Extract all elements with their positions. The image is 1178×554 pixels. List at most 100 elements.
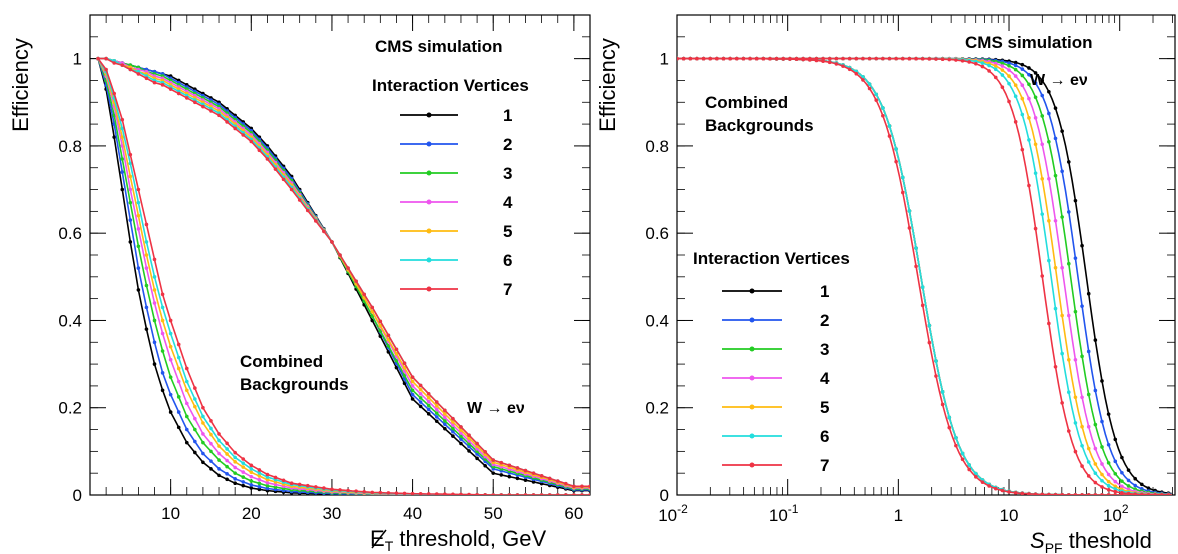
right-series-7-point — [1060, 401, 1064, 405]
right-series-7-point — [940, 402, 945, 407]
right-series-5-point — [1086, 446, 1091, 451]
left-series-7-point — [418, 492, 423, 495]
left-series-7-point — [483, 450, 487, 454]
right-series-3-point — [1007, 63, 1011, 68]
left-series-5-point — [168, 344, 173, 349]
left-series-5-point — [241, 465, 246, 469]
right-series-7-point — [1066, 493, 1071, 495]
right-series-3-point — [1033, 95, 1038, 100]
right-series-4-point — [1047, 176, 1051, 181]
right-series-5-point — [1027, 116, 1031, 120]
right-series-5-point — [1060, 313, 1064, 318]
right-series-7-point — [788, 56, 792, 61]
right-series-6-point — [894, 147, 898, 151]
right-y-tick-label: 1 — [660, 50, 669, 69]
left-series-7-point — [555, 479, 560, 483]
right-series-7-point — [1047, 492, 1051, 495]
left-series-7-point — [241, 133, 246, 137]
left-series-1-point — [112, 135, 116, 139]
right-series-2-point — [1027, 72, 1031, 77]
right-series-7-point — [834, 62, 839, 66]
right-series-5-point — [1000, 68, 1005, 72]
left-series-7-point — [314, 219, 318, 223]
left-series-7-point — [572, 493, 576, 495]
left-series-1-point — [426, 412, 431, 416]
right-series-2-point — [1126, 478, 1131, 483]
left-series-5-point — [152, 288, 157, 292]
right-series-7-point — [734, 56, 739, 61]
right-series-4-point — [1120, 484, 1124, 489]
left-series-7-point — [120, 63, 125, 67]
left-legend-label-3: 3 — [503, 164, 512, 183]
left-series-5-point — [370, 309, 375, 314]
left-series-2-point — [410, 392, 415, 397]
right-series-7-point — [847, 67, 852, 72]
right-series-3-point — [1066, 261, 1071, 266]
right-series-1-point — [1066, 160, 1071, 164]
left-series-1-point — [257, 487, 262, 492]
left-series-7-point — [136, 72, 141, 76]
right-series-1-point — [1027, 66, 1031, 70]
left-series-7-point — [354, 489, 358, 493]
right-series-7-point — [808, 56, 812, 61]
right-series-7-point — [827, 60, 832, 65]
left-series-7-point — [499, 493, 504, 495]
left-series-7-point — [184, 366, 189, 371]
left-series-2-point — [136, 266, 141, 270]
left-series-2-background-line — [97, 58, 590, 495]
left-series-2-point — [193, 439, 197, 444]
right-series-7-point — [708, 56, 713, 61]
left-series-4-point — [459, 431, 463, 435]
right-series-6-point — [1086, 460, 1091, 464]
right-series-6-point — [861, 74, 865, 79]
right-series-6-point — [940, 390, 945, 394]
left-legend-marker-7 — [426, 286, 432, 292]
right-legend-marker-3 — [749, 346, 755, 352]
right-series-6-point — [1053, 306, 1058, 311]
left-series-7-point — [475, 492, 479, 495]
left-series-7-point — [249, 139, 254, 144]
left-series-2-point — [217, 467, 221, 471]
left-series-7-point — [580, 493, 584, 495]
right-series-3-point — [1027, 82, 1031, 87]
left-series-5-point — [426, 395, 431, 400]
right-series-1-point — [1060, 129, 1064, 133]
right-series-7-point — [1027, 183, 1031, 188]
left-series-1-point — [483, 463, 487, 468]
left-series-7-point — [547, 493, 552, 495]
left-series-1-point — [499, 473, 504, 477]
left-legend-marker-1 — [426, 112, 432, 118]
right-series-1-point — [1013, 60, 1018, 65]
left-series-4-point — [144, 266, 149, 270]
left-series-3-point — [201, 440, 205, 445]
left-series-2-point — [176, 410, 181, 414]
right-series-6-point — [987, 63, 991, 68]
left-series-7-point — [217, 432, 221, 436]
left-series-7-point — [410, 491, 415, 495]
right-series-7-point — [1159, 493, 1164, 495]
left-series-2-point — [209, 459, 213, 463]
left-series-7-point — [265, 157, 270, 161]
left-series-7-point — [297, 198, 302, 202]
left-series-7-point — [572, 484, 576, 489]
left-series-6-point — [184, 379, 189, 384]
left-series-1-point — [225, 477, 229, 482]
right-series-7-point — [834, 56, 839, 61]
left-series-4-point — [265, 480, 270, 485]
left-series-2-point — [443, 422, 447, 427]
right-series-7-point — [1113, 489, 1118, 494]
left-series-4-point — [434, 407, 439, 412]
left-series-1-point — [370, 318, 375, 323]
right-series-4-point — [1013, 74, 1018, 78]
right-series-2-point — [1093, 388, 1098, 393]
right-y-tick-label: 0 — [660, 486, 669, 505]
left-series-1-point — [233, 481, 237, 486]
left-series-6-point — [241, 461, 246, 465]
left-series-1-point — [491, 471, 496, 475]
right-series-7-point — [841, 64, 845, 68]
left-y-tick-label: 1 — [73, 50, 82, 69]
right-series-7-point — [967, 467, 971, 472]
left-series-1-point — [507, 474, 512, 479]
left-series-7-point — [426, 492, 431, 495]
left-series-5-point — [184, 388, 189, 393]
